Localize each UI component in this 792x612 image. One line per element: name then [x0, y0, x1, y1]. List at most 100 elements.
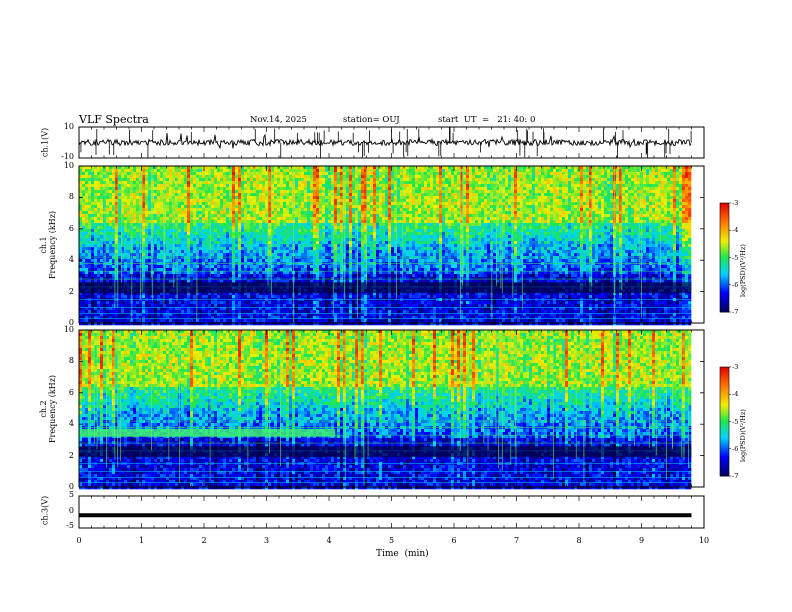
ch1-spectrogram-cell [514, 166, 518, 170]
ch1-spectrogram-cell [97, 187, 101, 191]
ch1-spectrogram-cell [115, 238, 119, 242]
ch1-spectrogram-cell [535, 214, 539, 218]
ch1-spectrogram-cell [484, 223, 488, 227]
ch1-spectrogram-cell [217, 229, 221, 233]
ch1-spectrogram-cell [496, 169, 500, 173]
ch1-spectrogram-cell [358, 232, 362, 236]
ch1-spectrogram-cell [103, 229, 107, 233]
ch1-spectrogram-cell [625, 217, 629, 221]
ch1-spectrogram-cell [208, 202, 212, 206]
ch1-spectrogram-cell [682, 217, 686, 221]
ch1-spectrogram-cell [112, 181, 116, 185]
ch1-spectrogram-cell [397, 193, 401, 197]
ch1-spectrogram-cell [562, 187, 566, 191]
ch1-spectrogram-cell [610, 187, 614, 191]
ch1-spectrogram-cell [277, 199, 281, 203]
ch1-spectrogram-cell [220, 214, 224, 218]
ch1-spectrogram-cell [610, 208, 614, 212]
ch1-spectrogram-cell [610, 199, 614, 203]
ch1-spectrogram-cell [319, 229, 323, 233]
ch1-spectrogram-cell [79, 190, 83, 194]
ch1-spectrogram-cell [253, 178, 257, 182]
ch1-spectrogram-cell [436, 208, 440, 212]
ch1-spectrogram-cell [247, 202, 251, 206]
ch1-spectrogram-cell [241, 235, 245, 239]
ch1-spectrogram-cell [652, 235, 656, 239]
ch1-spectrogram-cell [319, 178, 323, 182]
ch1-spectrogram-cell [478, 202, 482, 206]
ch1-spectrogram-cell [82, 193, 86, 197]
ch1-spectrogram-cell [286, 175, 290, 179]
ch1-spectrogram-cell [187, 217, 191, 221]
ch1-spectrogram-cell [586, 208, 590, 212]
ch1-spectrogram-cell [184, 199, 188, 203]
ch1-spectrogram-cell [529, 187, 533, 191]
ch1-spectrogram-cell [472, 217, 476, 221]
ch1-spectrogram-cell [670, 235, 674, 239]
ch1-spectrogram-cell [262, 178, 266, 182]
ch1-spectrogram-cell [94, 208, 98, 212]
ch1-spectrogram-cell [256, 175, 260, 179]
ch1-spectrogram-cell [679, 196, 683, 200]
ch1-spectrogram-cell [304, 166, 308, 170]
ch1-spectrogram-cell [184, 172, 188, 176]
ch1-spectrogram-cell [313, 178, 317, 182]
ch1-spectrogram-cell [388, 196, 392, 200]
ch1-spectrogram-cell [442, 187, 446, 191]
ch1-spectrogram-cell [433, 190, 437, 194]
ch1-spectrogram-cell [214, 205, 218, 209]
ch1-spectrogram-cell [214, 178, 218, 182]
ch1-spectrogram-cell [634, 187, 638, 191]
ch1-spectrogram-cell [367, 211, 371, 215]
ch1-spectrogram-cell [565, 226, 569, 230]
ch1-spectrogram-cell [247, 184, 251, 188]
ch1-spectrogram-cell [127, 178, 131, 182]
ch1-spectrogram-cell [505, 199, 509, 203]
ch1-spectrogram-cell [268, 214, 272, 218]
ch1-spectrogram-cell [544, 211, 548, 215]
ch1-spectrogram-cell [238, 232, 242, 236]
ch1-spectrogram-cell [211, 172, 215, 176]
ch1-spectrogram-cell [361, 196, 365, 200]
ch1-spectrogram-cell [295, 214, 299, 218]
ch1-spectrogram-cell [487, 202, 491, 206]
ch1-spectrogram-cell [595, 208, 599, 212]
ch1-spectrogram-cell [316, 175, 320, 179]
ch1-spectrogram-cell [277, 172, 281, 176]
ch1-spectrogram-cell [664, 217, 668, 221]
ch1-spectrogram-cell [430, 232, 434, 236]
ch1-spectrogram-cell [106, 235, 110, 239]
ch1-spectrogram-cell [538, 184, 542, 188]
ch1-spectrogram-cell [676, 190, 680, 194]
ch1-spectrogram-cell [535, 166, 539, 170]
ch1-spectrogram-cell [247, 199, 251, 203]
ch1-spectrogram-cell [145, 199, 149, 203]
ch1-spectrogram-cell [403, 235, 407, 239]
ch1-spectrogram-cell [211, 214, 215, 218]
ch1-spectrogram-cell [574, 232, 578, 236]
ch1-spectrogram-cell [514, 187, 518, 191]
ch1-spectrogram-cell [484, 217, 488, 221]
ch1-spectrogram-cell [337, 214, 341, 218]
ch1-spectrogram-cell [487, 199, 491, 203]
ch1-spectrogram-cell [541, 199, 545, 203]
ch1-spectrogram-cell [427, 214, 431, 218]
ch1-spectrogram-cell [397, 220, 401, 224]
ch1-spectrogram-cell [445, 187, 449, 191]
ch1-spectrogram-cell [487, 178, 491, 182]
ch1-spectrogram-cell [262, 181, 266, 185]
ch1-spectrogram-cell [79, 169, 83, 173]
ch1-spectrogram-cell [586, 184, 590, 188]
ch1-spectrogram-cell [103, 214, 107, 218]
ch1-spectrogram-cell [355, 214, 359, 218]
ch1-spectrogram-cell [439, 229, 443, 233]
ch1-spectrogram-cell [274, 187, 278, 191]
ch1-spectrogram-cell [649, 217, 653, 221]
ch1-spectrogram-cell [244, 211, 248, 215]
ch1-spectrogram-cell [265, 172, 269, 176]
ch1-spectrogram-cell [538, 217, 542, 221]
ch1-spectrogram-cell [157, 223, 161, 227]
ch1-spectrogram-cell [262, 205, 266, 209]
ch1-spectrogram-cell [265, 202, 269, 206]
ch1-spectrogram-cell [166, 202, 170, 206]
